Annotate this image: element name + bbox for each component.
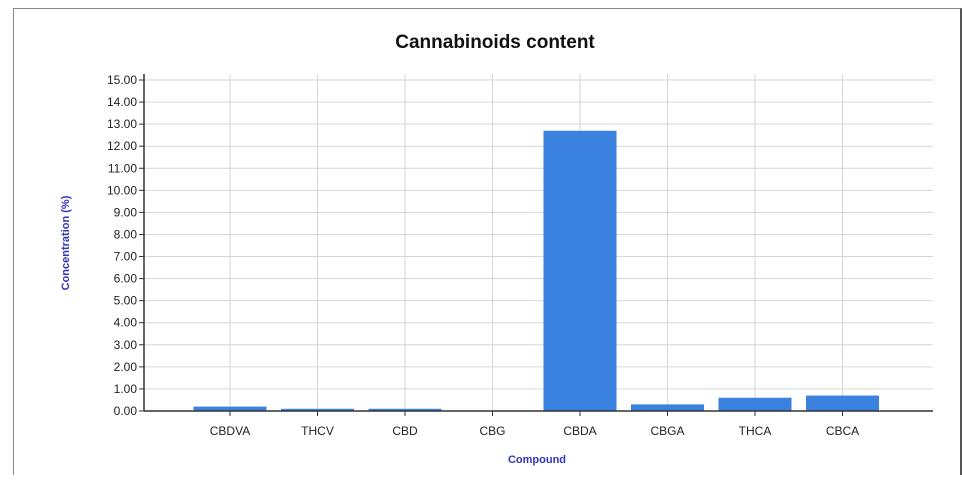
y-tick-label: 9.00 — [114, 205, 138, 219]
x-tick-label: CBDVA — [210, 424, 250, 438]
y-tick-label: 14.00 — [107, 95, 137, 109]
bar-cbda — [543, 130, 617, 411]
bar-cbga — [631, 404, 704, 411]
y-tick-label: 0.00 — [114, 404, 138, 418]
x-tick-label: CBCA — [826, 424, 859, 438]
bars-group — [193, 130, 879, 411]
bar-cbd — [368, 408, 442, 411]
y-tick-label: 10.00 — [107, 183, 137, 197]
y-tick-label: 15.00 — [107, 73, 137, 87]
x-tick-label: CBDA — [563, 424, 596, 438]
bar-cbca — [806, 395, 879, 411]
chart-title: Cannabinoids content — [395, 32, 595, 53]
x-tick-label: THCV — [301, 424, 334, 438]
x-tick-label: CBD — [392, 424, 418, 438]
x-tick-label: CBG — [479, 424, 505, 438]
x-tick-labels: CBDVA THCV CBD CBG CBDA CBGA THCA CBCA — [210, 411, 859, 438]
y-tick-label: 1.00 — [114, 382, 138, 396]
y-tick-label: 7.00 — [114, 250, 138, 264]
y-axis-label: Concentration (%) — [60, 195, 72, 290]
y-tick-label: 2.00 — [114, 360, 138, 374]
bar-thca — [718, 397, 792, 411]
y-tick-label: 11.00 — [108, 161, 137, 175]
y-tick-label: 13.00 — [107, 117, 137, 131]
axes — [143, 74, 933, 412]
x-axis-label: Compound — [508, 454, 566, 466]
x-tick-label: CBGA — [650, 424, 684, 438]
y-tick-label: 3.00 — [114, 338, 138, 352]
bar-cbdva — [193, 406, 267, 411]
y-tick-label: 5.00 — [114, 294, 138, 308]
y-tick-label: 4.00 — [114, 316, 138, 330]
chart-frame — [13, 8, 962, 475]
x-tick-label: THCA — [739, 424, 772, 438]
y-tick-label: 8.00 — [114, 227, 138, 241]
y-tick-label: 6.00 — [114, 272, 138, 286]
y-tick-labels: 0.00 1.00 2.00 3.00 4.00 5.00 6.00 7.00 8.00 9.00… — [107, 73, 144, 418]
bar-thcv — [281, 408, 354, 411]
y-tick-label: 12.00 — [107, 139, 137, 153]
grid-lines — [144, 74, 933, 411]
